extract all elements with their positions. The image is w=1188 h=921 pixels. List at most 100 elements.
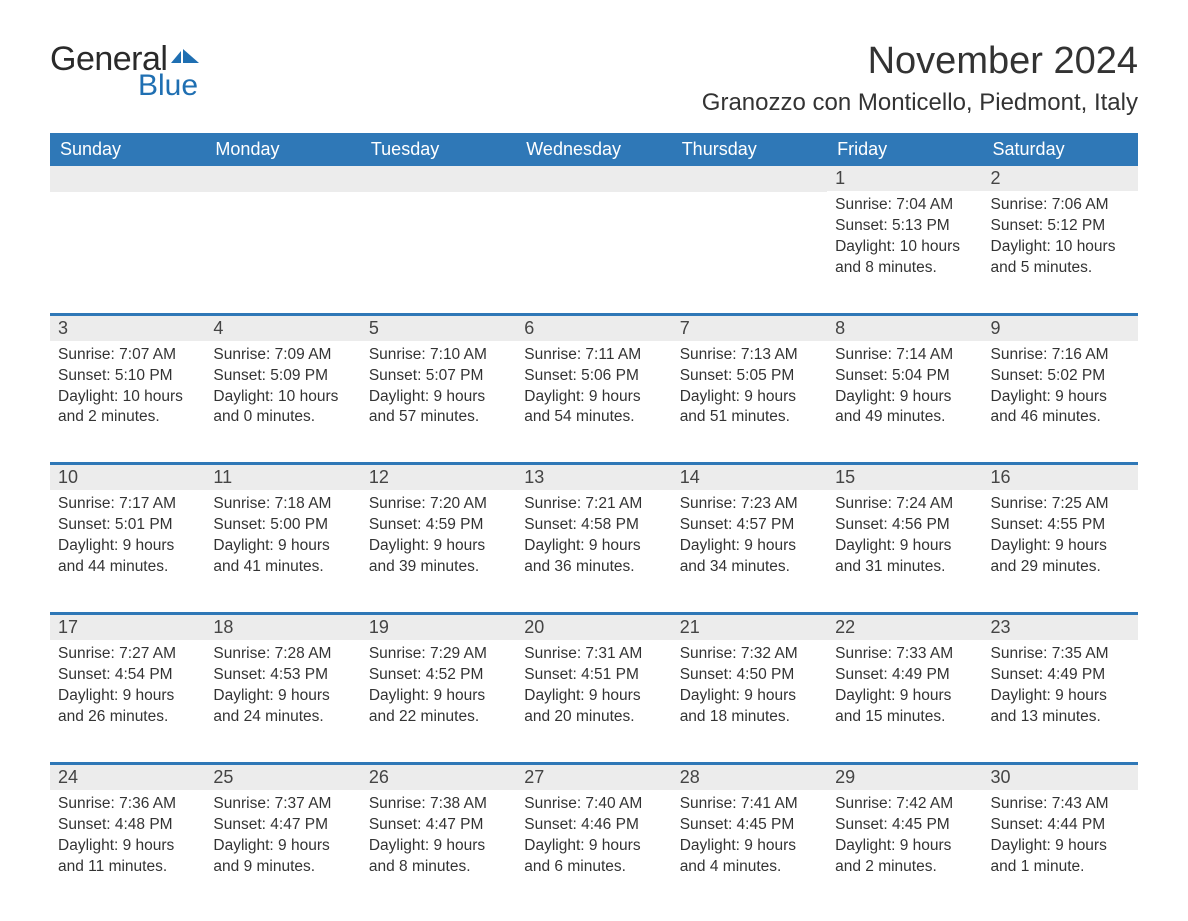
- day-details: Sunrise: 7:41 AMSunset: 4:45 PMDaylight:…: [672, 790, 827, 882]
- daylight-text: Daylight: 9 hours and 11 minutes.: [58, 836, 197, 878]
- day-details: Sunrise: 7:40 AMSunset: 4:46 PMDaylight:…: [516, 790, 671, 882]
- sunrise-text: Sunrise: 7:41 AM: [680, 794, 819, 815]
- calendar-day: [205, 166, 360, 283]
- sunrise-text: Sunrise: 7:36 AM: [58, 794, 197, 815]
- sunrise-text: Sunrise: 7:33 AM: [835, 644, 974, 665]
- daylight-text: Daylight: 9 hours and 13 minutes.: [991, 686, 1130, 728]
- day-number: 29: [827, 765, 982, 790]
- sunrise-text: Sunrise: 7:13 AM: [680, 345, 819, 366]
- daylight-text: Daylight: 9 hours and 41 minutes.: [213, 536, 352, 578]
- calendar-day: 25Sunrise: 7:37 AMSunset: 4:47 PMDayligh…: [205, 765, 360, 882]
- day-details: Sunrise: 7:09 AMSunset: 5:09 PMDaylight:…: [205, 341, 360, 433]
- day-number: 25: [205, 765, 360, 790]
- sunset-text: Sunset: 5:00 PM: [213, 515, 352, 536]
- calendar-day: 6 Sunrise: 7:11 AMSunset: 5:06 PMDaylight…: [516, 316, 671, 433]
- day-details: Sunrise: 7:07 AMSunset: 5:10 PMDaylight:…: [50, 341, 205, 433]
- calendar-day: 24Sunrise: 7:36 AMSunset: 4:48 PMDayligh…: [50, 765, 205, 882]
- day-details: Sunrise: 7:24 AMSunset: 4:56 PMDaylight:…: [827, 490, 982, 582]
- calendar-day: 26Sunrise: 7:38 AMSunset: 4:47 PMDayligh…: [361, 765, 516, 882]
- weekday-header: Tuesday: [361, 133, 516, 166]
- day-details: Sunrise: 7:27 AMSunset: 4:54 PMDaylight:…: [50, 640, 205, 732]
- day-number: 6: [516, 316, 671, 341]
- day-number: 21: [672, 615, 827, 640]
- sunrise-text: Sunrise: 7:38 AM: [369, 794, 508, 815]
- calendar-day: 19Sunrise: 7:29 AMSunset: 4:52 PMDayligh…: [361, 615, 516, 732]
- calendar-day: 14Sunrise: 7:23 AMSunset: 4:57 PMDayligh…: [672, 465, 827, 582]
- day-number: 7: [672, 316, 827, 341]
- day-details: Sunrise: 7:21 AMSunset: 4:58 PMDaylight:…: [516, 490, 671, 582]
- sunrise-text: Sunrise: 7:10 AM: [369, 345, 508, 366]
- calendar-week: 24Sunrise: 7:36 AMSunset: 4:48 PMDayligh…: [50, 762, 1138, 882]
- daylight-text: Daylight: 9 hours and 44 minutes.: [58, 536, 197, 578]
- day-number: 23: [983, 615, 1138, 640]
- daylight-text: Daylight: 9 hours and 18 minutes.: [680, 686, 819, 728]
- calendar-day: 7Sunrise: 7:13 AMSunset: 5:05 PMDaylight…: [672, 316, 827, 433]
- calendar-day: 9Sunrise: 7:16 AMSunset: 5:02 PMDaylight…: [983, 316, 1138, 433]
- day-number: [672, 166, 827, 192]
- sunrise-text: Sunrise: 7:21 AM: [524, 494, 663, 515]
- daylight-text: Daylight: 9 hours and 15 minutes.: [835, 686, 974, 728]
- sunrise-text: Sunrise: 7:23 AM: [680, 494, 819, 515]
- calendar-week: 1Sunrise: 7:04 AMSunset: 5:13 PMDaylight…: [50, 166, 1138, 283]
- day-number: 27: [516, 765, 671, 790]
- sunset-text: Sunset: 4:49 PM: [991, 665, 1130, 686]
- calendar-week: 17Sunrise: 7:27 AMSunset: 4:54 PMDayligh…: [50, 612, 1138, 732]
- sunrise-text: Sunrise: 7:43 AM: [991, 794, 1130, 815]
- daylight-text: Daylight: 9 hours and 54 minutes.: [524, 387, 663, 429]
- weekday-header: Monday: [205, 133, 360, 166]
- location-subtitle: Granozzo con Monticello, Piedmont, Italy: [702, 89, 1138, 117]
- calendar-day: 18Sunrise: 7:28 AMSunset: 4:53 PMDayligh…: [205, 615, 360, 732]
- day-details: Sunrise: 7:43 AMSunset: 4:44 PMDaylight:…: [983, 790, 1138, 882]
- weekday-header-row: Sunday Monday Tuesday Wednesday Thursday…: [50, 133, 1138, 166]
- sunrise-text: Sunrise: 7:16 AM: [991, 345, 1130, 366]
- sunrise-text: Sunrise: 7:07 AM: [58, 345, 197, 366]
- sunrise-text: Sunrise: 7:11 AM: [524, 345, 663, 366]
- sunset-text: Sunset: 4:53 PM: [213, 665, 352, 686]
- sunset-text: Sunset: 5:06 PM: [524, 366, 663, 387]
- calendar-day: 4Sunrise: 7:09 AMSunset: 5:09 PMDaylight…: [205, 316, 360, 433]
- logo-text-blue: Blue: [138, 69, 198, 103]
- calendar-day: 17Sunrise: 7:27 AMSunset: 4:54 PMDayligh…: [50, 615, 205, 732]
- sunset-text: Sunset: 4:56 PM: [835, 515, 974, 536]
- day-number: 12: [361, 465, 516, 490]
- calendar-day: 12Sunrise: 7:20 AMSunset: 4:59 PMDayligh…: [361, 465, 516, 582]
- day-number: 28: [672, 765, 827, 790]
- sunrise-text: Sunrise: 7:29 AM: [369, 644, 508, 665]
- brand-logo: General Blue: [50, 40, 201, 103]
- sunset-text: Sunset: 4:47 PM: [369, 815, 508, 836]
- daylight-text: Daylight: 9 hours and 1 minute.: [991, 836, 1130, 878]
- day-number: [205, 166, 360, 192]
- daylight-text: Daylight: 9 hours and 22 minutes.: [369, 686, 508, 728]
- calendar-day: 27Sunrise: 7:40 AMSunset: 4:46 PMDayligh…: [516, 765, 671, 882]
- sunset-text: Sunset: 4:57 PM: [680, 515, 819, 536]
- calendar-day: 8Sunrise: 7:14 AMSunset: 5:04 PMDaylight…: [827, 316, 982, 433]
- sunset-text: Sunset: 4:44 PM: [991, 815, 1130, 836]
- day-details: Sunrise: 7:14 AMSunset: 5:04 PMDaylight:…: [827, 341, 982, 433]
- sunset-text: Sunset: 4:47 PM: [213, 815, 352, 836]
- daylight-text: Daylight: 9 hours and 39 minutes.: [369, 536, 508, 578]
- day-number: 22: [827, 615, 982, 640]
- sunrise-text: Sunrise: 7:27 AM: [58, 644, 197, 665]
- day-number: 17: [50, 615, 205, 640]
- daylight-text: Daylight: 9 hours and 57 minutes.: [369, 387, 508, 429]
- sunset-text: Sunset: 4:51 PM: [524, 665, 663, 686]
- calendar-day: 1Sunrise: 7:04 AMSunset: 5:13 PMDaylight…: [827, 166, 982, 283]
- weekday-header: Wednesday: [516, 133, 671, 166]
- daylight-text: Daylight: 9 hours and 51 minutes.: [680, 387, 819, 429]
- daylight-text: Daylight: 9 hours and 2 minutes.: [835, 836, 974, 878]
- calendar-day: 21Sunrise: 7:32 AMSunset: 4:50 PMDayligh…: [672, 615, 827, 732]
- calendar-day: 20Sunrise: 7:31 AMSunset: 4:51 PMDayligh…: [516, 615, 671, 732]
- daylight-text: Daylight: 9 hours and 31 minutes.: [835, 536, 974, 578]
- day-details: Sunrise: 7:06 AMSunset: 5:12 PMDaylight:…: [983, 191, 1138, 283]
- daylight-text: Daylight: 9 hours and 6 minutes.: [524, 836, 663, 878]
- sunrise-text: Sunrise: 7:42 AM: [835, 794, 974, 815]
- day-number: 24: [50, 765, 205, 790]
- calendar-day: 28Sunrise: 7:41 AMSunset: 4:45 PMDayligh…: [672, 765, 827, 882]
- sunrise-text: Sunrise: 7:35 AM: [991, 644, 1130, 665]
- daylight-text: Daylight: 9 hours and 26 minutes.: [58, 686, 197, 728]
- day-number: 1: [827, 166, 982, 191]
- sunrise-text: Sunrise: 7:06 AM: [991, 195, 1130, 216]
- day-details: Sunrise: 7:04 AMSunset: 5:13 PMDaylight:…: [827, 191, 982, 283]
- daylight-text: Daylight: 9 hours and 34 minutes.: [680, 536, 819, 578]
- sunset-text: Sunset: 4:52 PM: [369, 665, 508, 686]
